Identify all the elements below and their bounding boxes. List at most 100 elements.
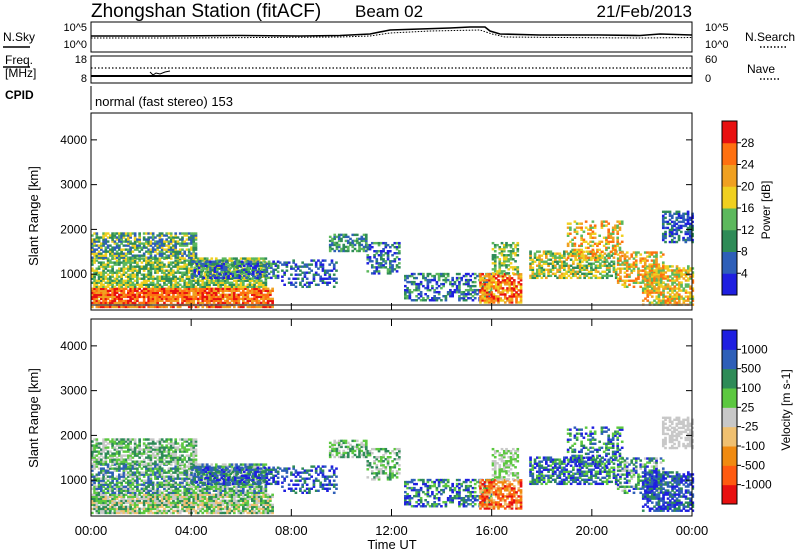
power-cell: [538, 264, 541, 267]
velocity-cell: [163, 493, 166, 497]
power-cell: [178, 289, 182, 293]
power-cell: [283, 273, 286, 276]
power-cell: [154, 287, 157, 291]
power-cell: [228, 259, 232, 262]
power-cell: [235, 285, 238, 289]
velocity-cell: [172, 495, 175, 499]
power-cell: [220, 266, 224, 269]
power-cell: [190, 242, 193, 245]
power-cell: [686, 216, 690, 220]
velocity-cell: [102, 509, 105, 513]
power-cell: [540, 268, 544, 271]
power-cell: [187, 301, 191, 305]
power-cell: [156, 281, 160, 284]
power-cell: [506, 297, 509, 300]
power-cell: [122, 287, 126, 291]
power-cell: [95, 305, 99, 309]
power-cell: [612, 260, 616, 263]
power-cell: [607, 236, 611, 239]
power-cell: [115, 281, 119, 284]
velocity-cell: [190, 495, 193, 499]
power-cell: [653, 291, 656, 294]
power-cell: [578, 222, 581, 225]
velocity-cell: [181, 509, 184, 513]
power-cell: [235, 287, 238, 291]
power-cell: [160, 299, 164, 303]
power-cell: [124, 234, 128, 237]
power-cell: [199, 279, 202, 282]
power-cell: [197, 270, 201, 274]
power-cell: [458, 295, 461, 298]
power-cell: [156, 257, 160, 260]
power-cell: [248, 291, 252, 295]
power-cell: [200, 262, 203, 265]
power-cell: [675, 301, 679, 304]
power-cell: [151, 256, 155, 259]
power-cell: [192, 295, 196, 299]
power-cell: [554, 260, 557, 263]
power-cell: [451, 295, 455, 298]
velocity-cell: [174, 493, 178, 497]
power-cell: [199, 285, 202, 289]
power-cell: [199, 295, 202, 299]
power-cell: [217, 289, 220, 293]
power-cell: [589, 232, 592, 235]
power-cell: [97, 271, 101, 274]
power-cell: [191, 272, 194, 276]
velocity-cell: [95, 499, 99, 503]
power-cell: [655, 287, 659, 290]
power-cell: [223, 305, 227, 309]
power-cell: [435, 290, 439, 294]
power-cell: [229, 272, 233, 276]
power-cell: [181, 261, 184, 264]
power-cell: [265, 270, 269, 274]
power-cell: [281, 275, 284, 278]
power-cell: [169, 257, 173, 260]
power-cell: [377, 250, 381, 253]
power-cell: [440, 274, 443, 278]
power-cell: [581, 268, 584, 271]
power-cell: [668, 285, 672, 288]
power-cell: [507, 272, 511, 275]
power-cell: [547, 250, 550, 253]
power-cell: [503, 295, 507, 298]
power-cell: [657, 285, 661, 289]
power-cell: [689, 277, 692, 280]
power-cell: [585, 272, 589, 276]
power-cell: [111, 238, 114, 241]
power-cell: [222, 276, 226, 280]
velocity-cell: [149, 509, 153, 513]
velocity-cell: [232, 503, 236, 507]
power-cell: [585, 266, 589, 269]
power-cell: [176, 256, 180, 259]
power-cell: [156, 234, 160, 237]
power-cell: [224, 260, 228, 263]
power-cell: [471, 272, 475, 276]
power-cell: [364, 241, 368, 245]
velocity-cell: [181, 495, 184, 499]
power-cell: [664, 275, 668, 278]
power-cell: [364, 243, 368, 247]
velocity-cell: [239, 497, 243, 501]
power-cell: [118, 293, 121, 297]
velocity-cell: [142, 505, 146, 509]
power-cell: [230, 285, 234, 289]
power-cell: [637, 273, 640, 276]
power-cell: [100, 289, 103, 293]
velocity-cell: [192, 499, 196, 503]
power-cell: [192, 254, 196, 257]
power-cell: [393, 258, 397, 261]
velocity-cell: [106, 511, 110, 515]
power-cell: [223, 299, 227, 303]
velocity-cell: [160, 509, 164, 513]
velocity-cell: [205, 507, 209, 511]
power-cell: [501, 275, 505, 278]
power-cell: [668, 265, 672, 268]
power-cell: [176, 297, 180, 301]
velocity-cell: [230, 503, 234, 507]
power-cell: [574, 272, 577, 276]
velocity-cell: [190, 493, 193, 497]
power-cell: [251, 283, 254, 286]
power-cell: [140, 254, 144, 257]
power-cell: [194, 289, 198, 293]
